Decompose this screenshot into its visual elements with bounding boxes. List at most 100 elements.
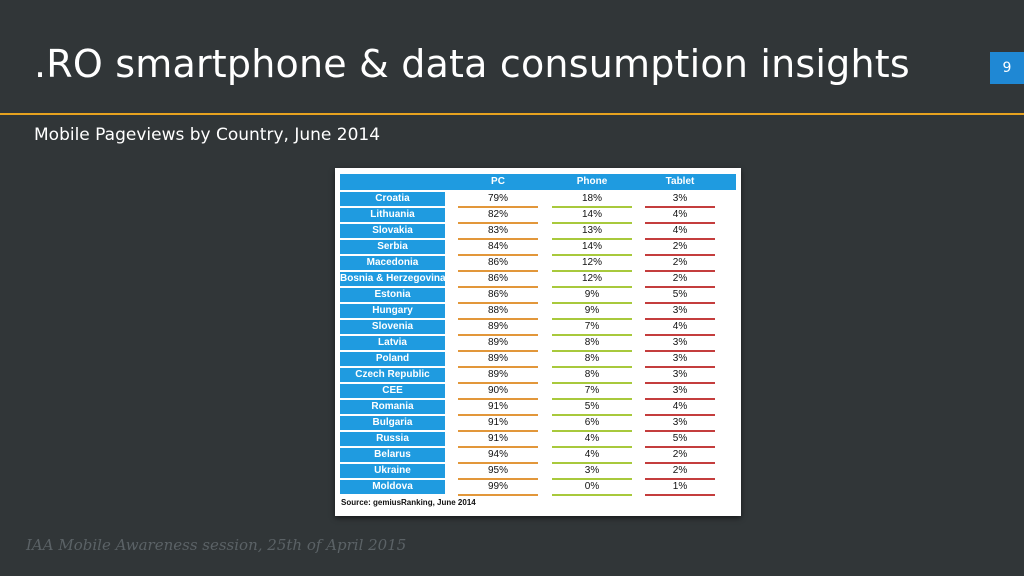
pc-value-cell: 91%: [458, 416, 538, 432]
slide-title: .RO smartphone & data consumption insigh…: [34, 42, 910, 86]
table-row: Bosnia & Herzegovina 86% 12% 2%: [335, 272, 741, 288]
phone-value-cell: 4%: [552, 448, 632, 464]
phone-value-cell: 8%: [552, 352, 632, 368]
country-cell: Slovakia: [340, 224, 445, 238]
table-row: Moldova 99% 0% 1%: [335, 480, 741, 496]
country-cell: Croatia: [340, 192, 445, 206]
phone-value-cell: 9%: [552, 288, 632, 304]
phone-value-cell: 18%: [552, 192, 632, 208]
country-cell: Macedonia: [340, 256, 445, 270]
country-cell: CEE: [340, 384, 445, 398]
tablet-value-cell: 4%: [645, 224, 715, 240]
pc-value-cell: 94%: [458, 448, 538, 464]
country-cell: Latvia: [340, 336, 445, 350]
country-cell: Lithuania: [340, 208, 445, 222]
tablet-value-cell: 2%: [645, 272, 715, 288]
table-row: Macedonia 86% 12% 2%: [335, 256, 741, 272]
tablet-value-cell: 3%: [645, 368, 715, 384]
tablet-value-cell: 3%: [645, 192, 715, 208]
tablet-value-cell: 5%: [645, 288, 715, 304]
table-row: Belarus 94% 4% 2%: [335, 448, 741, 464]
phone-value-cell: 8%: [552, 336, 632, 352]
country-cell: Moldova: [340, 480, 445, 494]
table-row: Slovakia 83% 13% 4%: [335, 224, 741, 240]
phone-value-cell: 8%: [552, 368, 632, 384]
page-number-badge: 9: [990, 52, 1024, 84]
country-cell: Romania: [340, 400, 445, 414]
tablet-value-cell: 2%: [645, 256, 715, 272]
country-cell: Belarus: [340, 448, 445, 462]
title-divider: [0, 113, 1024, 115]
pc-value-cell: 83%: [458, 224, 538, 240]
tablet-value-cell: 3%: [645, 352, 715, 368]
pc-value-cell: 86%: [458, 288, 538, 304]
table-header: PC Phone Tablet: [340, 174, 736, 190]
table-row: Poland 89% 8% 3%: [335, 352, 741, 368]
tablet-value-cell: 4%: [645, 208, 715, 224]
table-row: Bulgaria 91% 6% 3%: [335, 416, 741, 432]
phone-value-cell: 12%: [552, 256, 632, 272]
table-row: Ukraine 95% 3% 2%: [335, 464, 741, 480]
pc-value-cell: 89%: [458, 352, 538, 368]
pc-value-cell: 88%: [458, 304, 538, 320]
phone-value-cell: 7%: [552, 384, 632, 400]
tablet-value-cell: 2%: [645, 240, 715, 256]
table-row: CEE 90% 7% 3%: [335, 384, 741, 400]
column-header-phone: Phone: [576, 176, 608, 187]
slide-footer: IAA Mobile Awareness session, 25th of Ap…: [26, 536, 407, 554]
pc-value-cell: 99%: [458, 480, 538, 496]
table-row: Romania 91% 5% 4%: [335, 400, 741, 416]
tablet-value-cell: 1%: [645, 480, 715, 496]
table-source: Source: gemiusRanking, June 2014: [341, 498, 476, 507]
table-row: Croatia 79% 18% 3%: [335, 192, 741, 208]
pc-value-cell: 90%: [458, 384, 538, 400]
table-row: Estonia 86% 9% 5%: [335, 288, 741, 304]
phone-value-cell: 14%: [552, 240, 632, 256]
table-row: Latvia 89% 8% 3%: [335, 336, 741, 352]
phone-value-cell: 12%: [552, 272, 632, 288]
pc-value-cell: 86%: [458, 256, 538, 272]
phone-value-cell: 0%: [552, 480, 632, 496]
country-cell: Russia: [340, 432, 445, 446]
column-header-pc: PC: [491, 176, 505, 187]
phone-value-cell: 4%: [552, 432, 632, 448]
phone-value-cell: 3%: [552, 464, 632, 480]
table-row: Czech Republic 89% 8% 3%: [335, 368, 741, 384]
pc-value-cell: 86%: [458, 272, 538, 288]
column-header-tablet: Tablet: [665, 176, 695, 187]
table-row: Slovenia 89% 7% 4%: [335, 320, 741, 336]
table-row: Lithuania 82% 14% 4%: [335, 208, 741, 224]
phone-value-cell: 13%: [552, 224, 632, 240]
phone-value-cell: 6%: [552, 416, 632, 432]
country-cell: Slovenia: [340, 320, 445, 334]
table-row: Russia 91% 4% 5%: [335, 432, 741, 448]
tablet-value-cell: 4%: [645, 320, 715, 336]
pc-value-cell: 89%: [458, 336, 538, 352]
table-row: Serbia 84% 14% 2%: [335, 240, 741, 256]
tablet-value-cell: 3%: [645, 384, 715, 400]
phone-value-cell: 9%: [552, 304, 632, 320]
country-cell: Bosnia & Herzegovina: [340, 272, 446, 286]
tablet-value-cell: 3%: [645, 336, 715, 352]
tablet-value-cell: 2%: [645, 448, 715, 464]
country-cell: Estonia: [340, 288, 445, 302]
tablet-value-cell: 2%: [645, 464, 715, 480]
country-cell: Ukraine: [340, 464, 445, 478]
pc-value-cell: 91%: [458, 400, 538, 416]
pageviews-table: PC Phone Tablet Croatia 79% 18% 3% Lithuania…: [335, 168, 741, 516]
country-cell: Serbia: [340, 240, 445, 254]
pc-value-cell: 84%: [458, 240, 538, 256]
phone-value-cell: 7%: [552, 320, 632, 336]
slide-subtitle: Mobile Pageviews by Country, June 2014: [34, 125, 381, 145]
pc-value-cell: 89%: [458, 368, 538, 384]
country-cell: Hungary: [340, 304, 445, 318]
tablet-value-cell: 3%: [645, 304, 715, 320]
pc-value-cell: 79%: [458, 192, 538, 208]
tablet-value-cell: 4%: [645, 400, 715, 416]
phone-value-cell: 5%: [552, 400, 632, 416]
pc-value-cell: 91%: [458, 432, 538, 448]
pc-value-cell: 95%: [458, 464, 538, 480]
pc-value-cell: 82%: [458, 208, 538, 224]
tablet-value-cell: 5%: [645, 432, 715, 448]
country-cell: Czech Republic: [340, 368, 445, 382]
